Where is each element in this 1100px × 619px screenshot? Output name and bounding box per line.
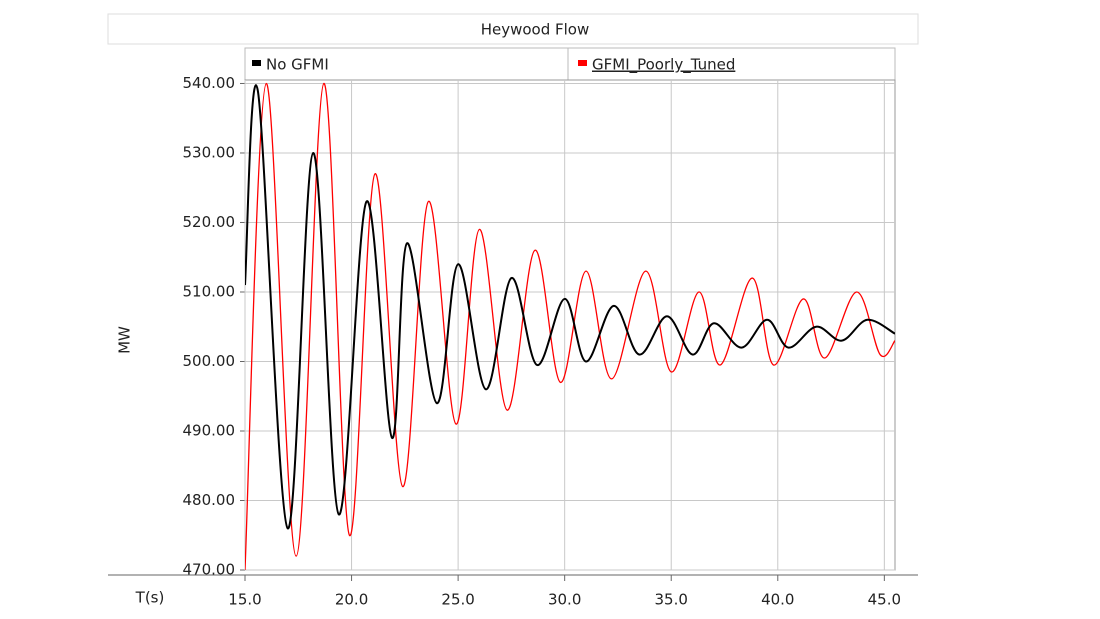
x-tick-label: 40.0 (761, 591, 794, 609)
legend-swatch (578, 60, 587, 66)
y-tick-label: 490.00 (183, 421, 236, 439)
x-tick-label: 45.0 (868, 591, 901, 609)
legend-swatch (252, 60, 261, 66)
y-tick-label: 510.00 (183, 282, 236, 300)
chart-title: Heywood Flow (481, 21, 590, 39)
legend-label: GFMI_Poorly_Tuned (592, 56, 735, 75)
y-tick-label: 530.00 (183, 143, 236, 161)
y-tick-label: 540.00 (183, 74, 236, 92)
legend (244, 47, 896, 81)
y-tick-label: 520.00 (183, 213, 236, 231)
plot-area (244, 79, 896, 571)
series-line (245, 84, 895, 530)
y-tick-label: 500.00 (183, 352, 236, 370)
x-tick-label: 20.0 (335, 591, 368, 609)
x-tick-label: 25.0 (441, 591, 474, 609)
y-axis-title: MW (116, 326, 134, 354)
x-axis-title: T(s) (135, 589, 165, 607)
legend-label: No GFMI (266, 56, 329, 74)
y-tick-label: 480.00 (183, 491, 236, 509)
x-tick-label: 35.0 (655, 591, 688, 609)
y-tick-label: 470.00 (183, 561, 236, 579)
x-tick-label: 15.0 (228, 591, 261, 609)
title-bar (107, 13, 919, 45)
x-tick-label: 30.0 (548, 591, 581, 609)
